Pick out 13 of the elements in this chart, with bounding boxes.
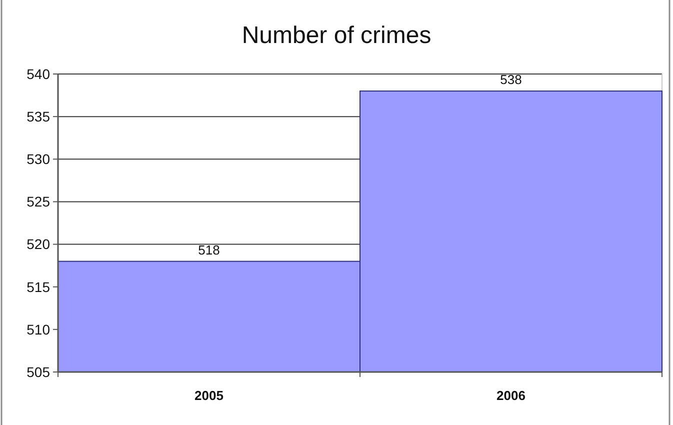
data-label: 518 xyxy=(198,242,220,258)
x-tick-label: 2006 xyxy=(496,388,526,403)
y-tick-label: 530 xyxy=(26,151,50,168)
chart-title: Number of crimes xyxy=(242,22,432,49)
y-tick-label: 525 xyxy=(26,194,50,210)
x-tick-label: 2005 xyxy=(194,388,224,403)
y-tick-label: 520 xyxy=(26,236,50,252)
y-tick-label: 515 xyxy=(26,278,50,295)
y-tick-label: 540 xyxy=(26,66,50,82)
data-label: 538 xyxy=(500,72,522,88)
y-tick-label: 510 xyxy=(26,321,50,338)
y-tick-label: 535 xyxy=(26,108,50,124)
y-tick-label: 505 xyxy=(26,364,50,380)
